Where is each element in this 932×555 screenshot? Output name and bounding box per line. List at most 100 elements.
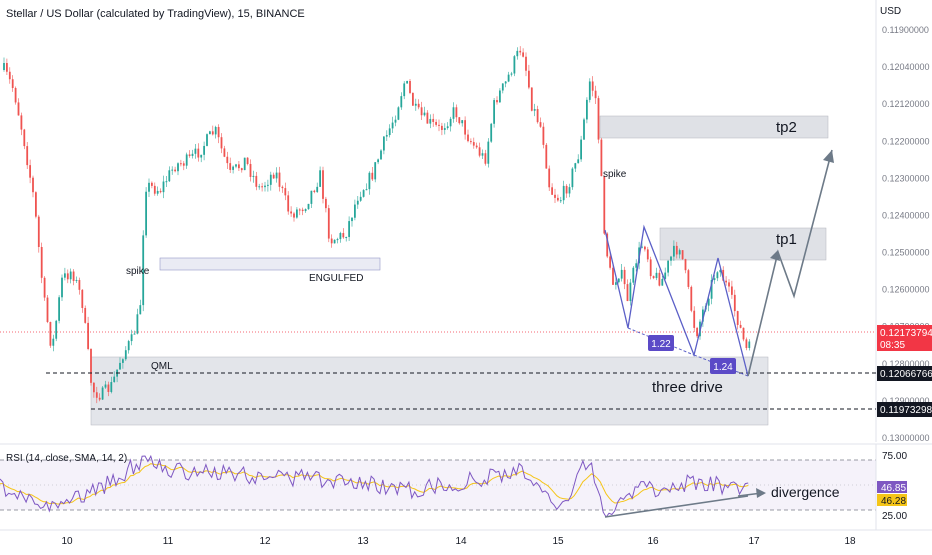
x-tick-label: 12 (259, 536, 271, 547)
candle-body (200, 154, 203, 158)
candle-body (557, 197, 559, 201)
candle-body (519, 50, 522, 53)
candle-body (185, 154, 188, 166)
candle-body (733, 294, 736, 312)
candle-body (142, 235, 145, 306)
candle-body (327, 208, 330, 239)
annotation-tp2: tp2 (776, 119, 797, 136)
candle-body (98, 397, 101, 400)
candle-body (420, 107, 423, 116)
candle-body (136, 314, 139, 334)
candle-body (377, 159, 379, 163)
candle-body (371, 172, 374, 180)
candle-body (191, 153, 194, 156)
candle-body (649, 259, 652, 277)
rsi-value: 46.85 (881, 483, 906, 494)
candle-body (623, 269, 626, 285)
candle-body (296, 209, 298, 218)
rsi-value-badge (877, 481, 907, 493)
candle-body (539, 122, 542, 127)
candle-body (29, 165, 31, 178)
candle-body (652, 276, 655, 279)
candle-body (188, 154, 191, 156)
price-tick-label: 0.11900000 (882, 25, 929, 35)
candle-body (565, 185, 568, 194)
x-tick-label: 15 (552, 536, 564, 547)
candle-body (290, 211, 292, 214)
candle-body (75, 280, 78, 282)
candle-body (203, 145, 205, 155)
candle-body (487, 141, 490, 164)
price-tick-label: 0.12900000 (882, 396, 930, 406)
candle-body (577, 159, 580, 164)
candle-body (635, 263, 638, 268)
candle-body (438, 124, 440, 126)
candle-body (406, 81, 408, 84)
candle-body (35, 192, 37, 217)
candle-body (14, 87, 17, 103)
candle-body (394, 119, 397, 123)
candle-body (690, 286, 693, 311)
candle-body (571, 168, 574, 188)
price-tick-label: 0.12800000 (882, 359, 930, 369)
candle-body (3, 63, 5, 70)
candle-body (522, 52, 524, 57)
candle-body (252, 175, 255, 177)
x-tick-label: 11 (163, 536, 174, 547)
candle-body (23, 129, 26, 147)
candle-body (501, 83, 504, 91)
projection-arrow (747, 149, 833, 377)
candle-body (391, 122, 394, 129)
price-tick-label: 0.12040000 (882, 62, 930, 72)
candle-body (745, 339, 748, 348)
candle-body (742, 327, 745, 340)
candle-body (409, 81, 411, 93)
candle-body (513, 56, 516, 74)
candle-body (238, 164, 240, 169)
candle-body (119, 362, 121, 370)
candle-body (133, 333, 136, 335)
candle-body (240, 168, 243, 171)
candle-body (78, 280, 81, 290)
rsi-tick-lower: 25.00 (882, 511, 907, 522)
projection-arrowhead (823, 150, 834, 163)
level-label-1: 0.12066766 (880, 369, 932, 380)
candle-body (226, 156, 229, 164)
chart-title: Stellar / US Dollar (calculated by Tradi… (6, 8, 305, 20)
candle-body (17, 102, 20, 116)
price-tick-label: 0.12400000 (882, 210, 930, 220)
candle-body (530, 87, 533, 111)
level-badge-2 (877, 402, 932, 417)
candle-body (284, 188, 287, 196)
candle-body (716, 272, 719, 279)
candle-body (646, 249, 649, 260)
candle-body (90, 348, 92, 383)
candles (3, 46, 751, 404)
x-ticks: 10 11 12 13 14 15 16 17 18 (61, 536, 856, 547)
candle-body (441, 125, 443, 130)
price-tick-label: 0.12200000 (882, 136, 930, 146)
price-tick-label: 0.12600000 (882, 285, 930, 295)
level-badge-1 (877, 366, 932, 381)
currency-label: USD (880, 6, 901, 17)
candle-body (432, 118, 435, 122)
candle-body (101, 387, 104, 400)
candle-body (414, 103, 417, 106)
candle-body (385, 135, 388, 137)
candle-body (655, 272, 658, 279)
candle-body (725, 280, 727, 283)
candle-body (467, 134, 469, 142)
candle-body (632, 267, 635, 283)
candle-body (368, 172, 371, 190)
candle-body (267, 184, 269, 186)
annotation-divergence: divergence (771, 484, 840, 500)
candle-body (615, 282, 617, 285)
candle-body (356, 200, 359, 205)
candle-body (696, 327, 698, 337)
candle-body (287, 195, 290, 212)
candle-body (380, 150, 382, 160)
candle-body (412, 92, 414, 106)
candle-body (670, 256, 672, 261)
candle-body (542, 126, 545, 145)
candle-body (620, 269, 623, 279)
